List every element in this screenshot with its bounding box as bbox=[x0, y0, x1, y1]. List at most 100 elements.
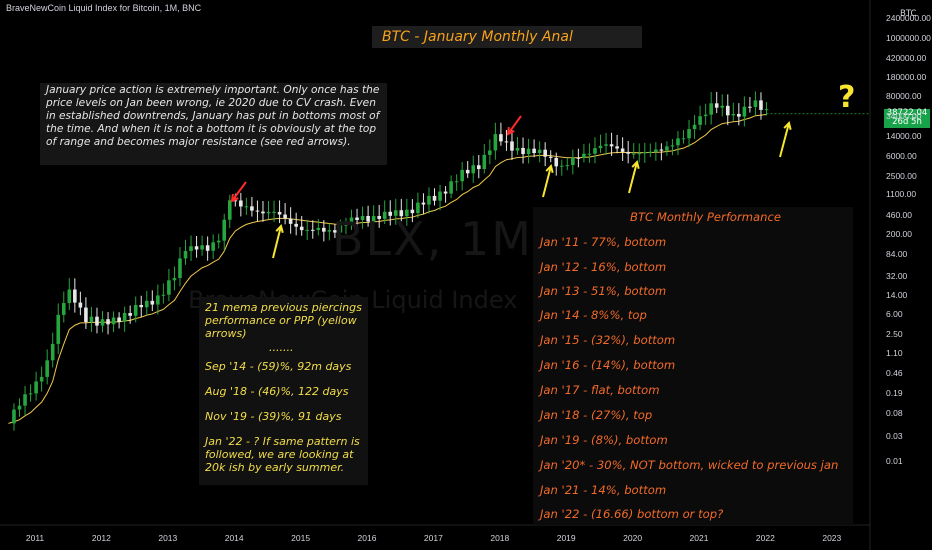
mema-line-1: Sep '14 - (59)%, 92m days bbox=[205, 360, 352, 373]
candle bbox=[482, 154, 487, 170]
candle bbox=[681, 138, 686, 140]
candle bbox=[631, 153, 636, 155]
y-tick-label: 34000.00 bbox=[886, 110, 922, 121]
mema-line-2: Aug '18 - (46)%, 122 days bbox=[205, 385, 349, 398]
candle bbox=[122, 313, 127, 322]
candle bbox=[288, 218, 293, 224]
candle bbox=[178, 258, 182, 279]
y-tick-label: 460.00 bbox=[886, 209, 912, 220]
candle bbox=[648, 151, 653, 153]
candle bbox=[548, 156, 553, 158]
perf-row: Jan '19 - (8%), bottom bbox=[540, 433, 668, 447]
candle bbox=[78, 302, 83, 308]
candle bbox=[510, 141, 514, 151]
yellow-arrow-head bbox=[783, 120, 792, 131]
candle bbox=[283, 214, 287, 219]
candle bbox=[620, 148, 625, 152]
candle bbox=[687, 129, 691, 139]
candle bbox=[488, 150, 492, 155]
x-tick-label: 2021 bbox=[689, 533, 709, 543]
candle bbox=[366, 216, 370, 222]
candle bbox=[421, 202, 426, 205]
candle bbox=[377, 216, 381, 219]
candle bbox=[84, 307, 88, 323]
candle bbox=[277, 211, 282, 215]
mema-dots: ....... bbox=[269, 341, 294, 354]
performance-box: BTC Monthly Performance Jan '11 - 77%, b… bbox=[533, 207, 853, 525]
candle bbox=[388, 211, 393, 216]
question-mark: ? bbox=[838, 80, 856, 115]
candle bbox=[28, 393, 33, 395]
candle bbox=[194, 246, 199, 250]
y-tick-label: 0.08 bbox=[886, 408, 903, 419]
y-tick-label: 14000.00 bbox=[886, 131, 922, 142]
candle bbox=[399, 210, 404, 217]
candle bbox=[526, 148, 531, 155]
candle bbox=[211, 242, 215, 251]
candle bbox=[571, 157, 575, 166]
candle bbox=[676, 138, 680, 146]
candle bbox=[244, 206, 249, 208]
perf-row: Jan '21 - 14%, bottom bbox=[540, 483, 667, 497]
january-note: January price action is extremely import… bbox=[40, 83, 387, 165]
candle bbox=[45, 360, 49, 377]
candle bbox=[476, 165, 481, 170]
yellow-arrow bbox=[779, 122, 790, 158]
candle bbox=[593, 148, 597, 154]
candle bbox=[139, 304, 144, 308]
candle bbox=[521, 147, 525, 155]
x-tick-label: 2013 bbox=[158, 533, 178, 543]
candle bbox=[34, 381, 38, 394]
candle bbox=[642, 151, 647, 154]
candle bbox=[410, 209, 415, 214]
candle bbox=[310, 229, 315, 231]
x-tick-label: 2018 bbox=[490, 533, 510, 543]
candle bbox=[559, 165, 564, 167]
yellow-arrow-head bbox=[631, 159, 640, 170]
candle bbox=[504, 141, 509, 143]
candle bbox=[106, 319, 110, 325]
candle bbox=[294, 223, 298, 227]
candle bbox=[333, 230, 337, 233]
candle bbox=[261, 211, 265, 214]
y-tick-label: 0.19 bbox=[886, 388, 903, 399]
candle bbox=[537, 149, 542, 154]
y-tick-label: 2.50 bbox=[886, 329, 903, 340]
candle bbox=[493, 134, 498, 151]
perf-row: Jan '22 - (16.66) bottom or top? bbox=[540, 507, 724, 521]
candle bbox=[360, 216, 365, 221]
y-tick-label: 0.01 bbox=[886, 456, 903, 466]
candle bbox=[355, 217, 359, 221]
candle bbox=[305, 229, 310, 231]
candle bbox=[515, 147, 520, 151]
performance-heading: BTC Monthly Performance bbox=[630, 210, 782, 224]
candle bbox=[554, 157, 559, 167]
y-tick-label: 1000000.00 bbox=[886, 33, 931, 44]
candle bbox=[427, 195, 431, 205]
candle bbox=[67, 289, 72, 304]
candle bbox=[338, 225, 343, 233]
candle bbox=[227, 200, 232, 220]
candle bbox=[371, 216, 376, 222]
perf-row: Jan '18 - (27%), top bbox=[540, 408, 653, 422]
candle bbox=[39, 376, 44, 382]
candle bbox=[61, 303, 66, 315]
x-tick-label: 2022 bbox=[755, 533, 775, 543]
candle bbox=[344, 224, 348, 226]
y-tick-label: 32.00 bbox=[886, 270, 908, 281]
y-tick-label: 2500.00 bbox=[886, 170, 917, 181]
candle bbox=[349, 217, 354, 225]
candle bbox=[543, 149, 547, 157]
candle bbox=[250, 206, 254, 211]
candle bbox=[759, 100, 763, 110]
candle bbox=[100, 319, 105, 326]
candle bbox=[720, 105, 725, 108]
candle bbox=[587, 153, 592, 155]
candle bbox=[582, 153, 586, 158]
x-tick-label: 2014 bbox=[224, 533, 244, 543]
y-tick-label: 0.46 bbox=[886, 368, 903, 379]
candle bbox=[161, 294, 166, 296]
candle bbox=[709, 103, 713, 115]
